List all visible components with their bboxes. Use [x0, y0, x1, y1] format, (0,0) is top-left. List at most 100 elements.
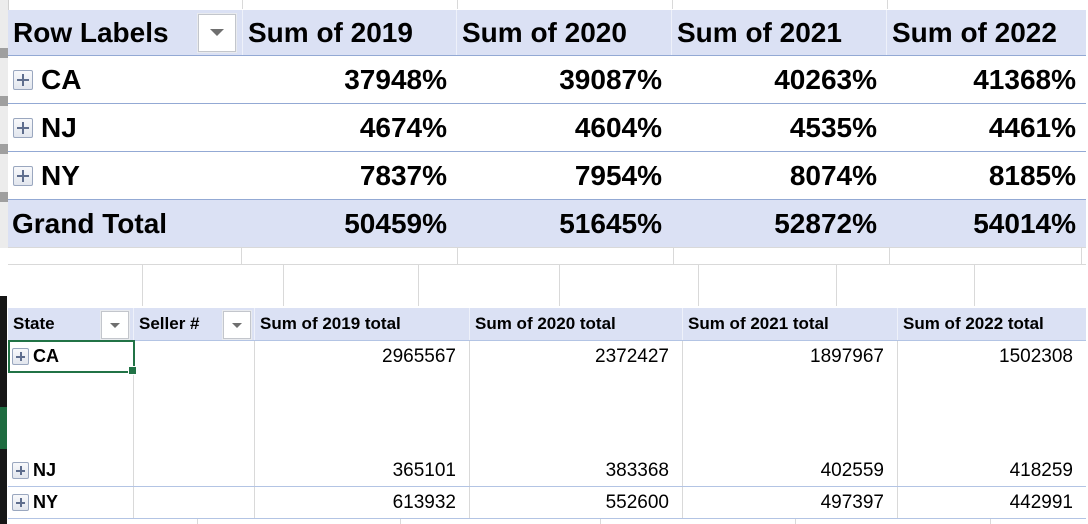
expand-plus-icon[interactable] — [13, 165, 33, 186]
row-label: CA — [33, 346, 59, 366]
pivot-table-bottom: State Seller # Sum of 2019 total Sum of … — [8, 308, 1086, 519]
seller-filter-button[interactable] — [223, 311, 251, 339]
empty-cell[interactable] — [255, 372, 470, 455]
seller-header-cell[interactable]: Seller # — [134, 308, 255, 340]
sheet-gridline — [197, 519, 198, 524]
table-row-nj: NJ 365101 383368 402559 418259 — [8, 455, 1086, 487]
row-label-cell[interactable]: CA — [8, 56, 243, 103]
value-cell[interactable]: 39087% — [559, 64, 662, 95]
value-cell[interactable]: 8074% — [789, 160, 877, 191]
value-cell[interactable]: 402559 — [683, 455, 898, 486]
value-cell[interactable]: 365101 — [255, 455, 470, 486]
empty-cell[interactable] — [8, 372, 134, 455]
value-cell[interactable]: 613932 — [255, 487, 470, 518]
state-header-cell[interactable]: State — [8, 308, 134, 340]
chevron-down-icon — [232, 322, 242, 328]
grand-total-value-cell[interactable]: 54014% — [973, 208, 1076, 239]
row-labels-header-cell[interactable]: Row Labels — [8, 10, 243, 55]
column-header-cell[interactable]: Sum of 2020 — [457, 10, 672, 55]
value-cell[interactable]: 41368% — [973, 64, 1076, 95]
value-cell[interactable]: 7837% — [359, 160, 447, 191]
sheet-gridline — [698, 265, 699, 306]
value-cell[interactable]: 4604% — [574, 112, 662, 143]
seller-label: Seller # — [139, 314, 200, 333]
column-header-cell[interactable]: Sum of 2022 — [887, 10, 1086, 55]
grand-total-row: Grand Total 50459% 51645% 52872% 54014% — [8, 200, 1086, 248]
grand-total-label-cell[interactable]: Grand Total — [12, 207, 168, 239]
table-row-ca: CA 37948% 39087% 40263% 41368% — [8, 56, 1086, 104]
row-labels-filter-button[interactable] — [198, 13, 236, 52]
selected-row-indicator — [0, 407, 7, 449]
row-boundary-tick — [0, 96, 8, 106]
value-cell[interactable]: 552600 — [470, 487, 683, 518]
pivot-top-header-row: Row Labels Sum of 2019 Sum of 2020 Sum o… — [8, 10, 1086, 56]
value-cell[interactable]: 8185% — [988, 160, 1076, 191]
state-label: State — [13, 314, 55, 333]
empty-cell[interactable] — [898, 372, 1086, 455]
empty-cell[interactable] — [134, 372, 255, 455]
value-cell[interactable]: 1502308 — [999, 346, 1073, 367]
empty-cell[interactable] — [470, 372, 683, 455]
value-cell[interactable]: 2372427 — [470, 341, 683, 372]
value-cell[interactable]: 37948% — [344, 64, 447, 95]
grand-total-value-cell[interactable]: 52872% — [774, 208, 877, 239]
column-header-cell[interactable]: Sum of 2021 — [672, 10, 887, 55]
chevron-down-icon — [210, 29, 224, 36]
empty-cell[interactable] — [134, 455, 255, 486]
value-cell[interactable]: 40263% — [774, 64, 877, 95]
empty-cell[interactable] — [683, 372, 898, 455]
sheet-gridline — [795, 519, 796, 524]
column-header-label: Sum of 2019 — [248, 16, 413, 48]
value-cell[interactable]: 1897967 — [683, 341, 898, 372]
row-label-cell[interactable]: NY — [8, 152, 243, 199]
value-cell[interactable]: 4674% — [359, 112, 447, 143]
value-cell[interactable]: 7954% — [574, 160, 662, 191]
selected-cell-ca[interactable]: CA — [8, 340, 137, 375]
state-filter-button[interactable] — [101, 311, 129, 339]
table-row-ca: CA 2965567 2372427 1897967 1502308 — [8, 340, 1086, 375]
sheet-gridline — [8, 264, 1086, 265]
table-row-ny: NY 7837% 7954% 8074% 8185% — [8, 152, 1086, 200]
row-label-cell[interactable]: NY — [8, 487, 134, 518]
value-cell[interactable]: 383368 — [470, 455, 683, 486]
expand-plus-icon[interactable] — [13, 69, 33, 90]
column-header-cell[interactable]: Sum of 2019 total — [255, 308, 470, 340]
row-label: CA — [41, 63, 82, 95]
sheet-gridline — [836, 265, 837, 306]
sheet-gridline — [400, 519, 401, 524]
expand-plus-icon[interactable] — [12, 348, 29, 365]
sheet-gridline — [887, 0, 888, 9]
empty-rows-region — [8, 372, 1086, 455]
value-cell[interactable]: 442991 — [1009, 492, 1073, 513]
sheet-gridline — [142, 265, 143, 306]
pivot-bottom-header-row: State Seller # Sum of 2019 total Sum of … — [8, 308, 1086, 341]
empty-cell[interactable] — [134, 487, 255, 518]
table-row-ny: NY 613932 552600 497397 442991 — [8, 487, 1086, 519]
row-label: NJ — [41, 111, 77, 143]
sheet-gridline — [283, 265, 284, 306]
sheet-gridline — [673, 248, 674, 264]
chevron-down-icon — [110, 322, 120, 328]
row-label-cell[interactable]: NJ — [8, 455, 134, 486]
expand-plus-icon[interactable] — [12, 494, 29, 511]
value-cell[interactable]: 2965567 — [255, 341, 470, 372]
sheet-gridline — [1081, 248, 1082, 264]
value-cell[interactable]: 4461% — [988, 112, 1076, 143]
expand-plus-icon[interactable] — [12, 462, 29, 479]
empty-cell[interactable] — [134, 341, 255, 372]
column-header-cell[interactable]: Sum of 2020 total — [470, 308, 683, 340]
sheet-gridline — [889, 248, 890, 264]
row-label-cell[interactable]: NJ — [8, 104, 243, 151]
column-header-cell[interactable]: Sum of 2022 total — [898, 308, 1086, 340]
column-header-cell[interactable]: Sum of 2021 total — [683, 308, 898, 340]
sheet-gridline — [457, 248, 458, 264]
sheet-gridline — [241, 248, 242, 264]
value-cell[interactable]: 418259 — [1009, 460, 1073, 481]
column-header-cell[interactable]: Sum of 2019 — [243, 10, 457, 55]
value-cell[interactable]: 497397 — [683, 487, 898, 518]
expand-plus-icon[interactable] — [13, 117, 33, 138]
grand-total-value-cell[interactable]: 50459% — [344, 208, 447, 239]
value-cell[interactable]: 4535% — [789, 112, 877, 143]
grand-total-value-cell[interactable]: 51645% — [559, 208, 662, 239]
